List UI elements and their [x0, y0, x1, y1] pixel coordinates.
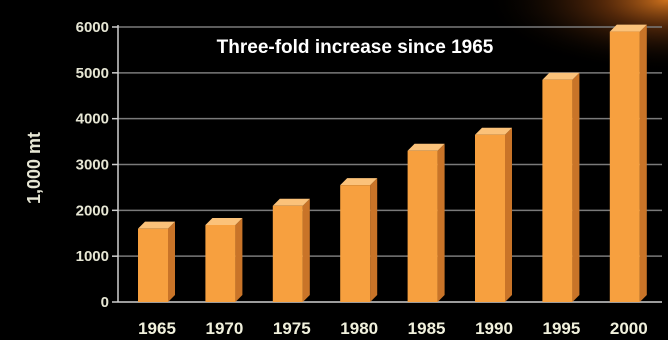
bar-top — [475, 127, 512, 135]
bar-front — [340, 185, 371, 302]
bar — [138, 221, 175, 302]
bar-top — [272, 198, 310, 206]
bar-top — [542, 72, 580, 80]
x-tick-label: 2000 — [610, 319, 648, 338]
x-tick-label: 1985 — [408, 319, 446, 338]
bar-front — [609, 31, 640, 302]
chart-annotation: Three-fold increase since 1965 — [217, 37, 494, 58]
y-tick-label: 2000 — [76, 202, 109, 219]
bar-top — [205, 218, 243, 225]
x-tick-label: 1995 — [542, 319, 580, 338]
y-tick-label: 4000 — [76, 111, 109, 128]
bar-side — [168, 221, 175, 302]
bar — [272, 198, 310, 302]
bar-side — [639, 24, 647, 302]
x-tick-label: 1990 — [475, 319, 513, 338]
x-tick-label: 1980 — [340, 319, 378, 338]
bar-side — [370, 178, 378, 302]
bar-top — [407, 143, 445, 151]
y-tick-label: 5000 — [76, 65, 109, 82]
x-tick-label: 1970 — [205, 319, 243, 338]
bar-top — [138, 221, 175, 229]
bar — [542, 72, 580, 302]
y-tick-label: 3000 — [76, 157, 109, 174]
bar — [475, 127, 512, 302]
x-tick-label: 1965 — [138, 319, 176, 338]
bar-front — [138, 228, 168, 302]
bar-front — [272, 205, 303, 302]
bar — [340, 178, 378, 302]
y-tick-label: 6000 — [76, 19, 109, 36]
bar — [205, 218, 243, 302]
bar-front — [407, 150, 438, 302]
bar-side — [505, 127, 512, 302]
y-tick-label: 1000 — [76, 248, 109, 265]
y-axis-label: 1,000 mt — [24, 132, 44, 204]
bar-front — [475, 134, 505, 302]
bar-side — [302, 198, 310, 302]
bars — [138, 24, 647, 302]
x-tick-labels: 1965 1970 1975 1980 1985 1990 1995 2000 — [138, 319, 648, 338]
bar-side — [572, 72, 580, 302]
bar-top — [609, 24, 647, 32]
bar-top — [340, 178, 378, 186]
bar-side — [235, 218, 243, 302]
bar — [609, 24, 647, 302]
bar — [407, 143, 445, 302]
bar-front — [205, 225, 236, 302]
y-tick-label: 0 — [101, 294, 109, 311]
x-tick-label: 1975 — [273, 319, 311, 338]
bar-front — [542, 79, 573, 302]
y-tick-labels: 0 1000 2000 3000 4000 5000 6000 — [76, 19, 109, 311]
bar-side — [437, 143, 445, 302]
